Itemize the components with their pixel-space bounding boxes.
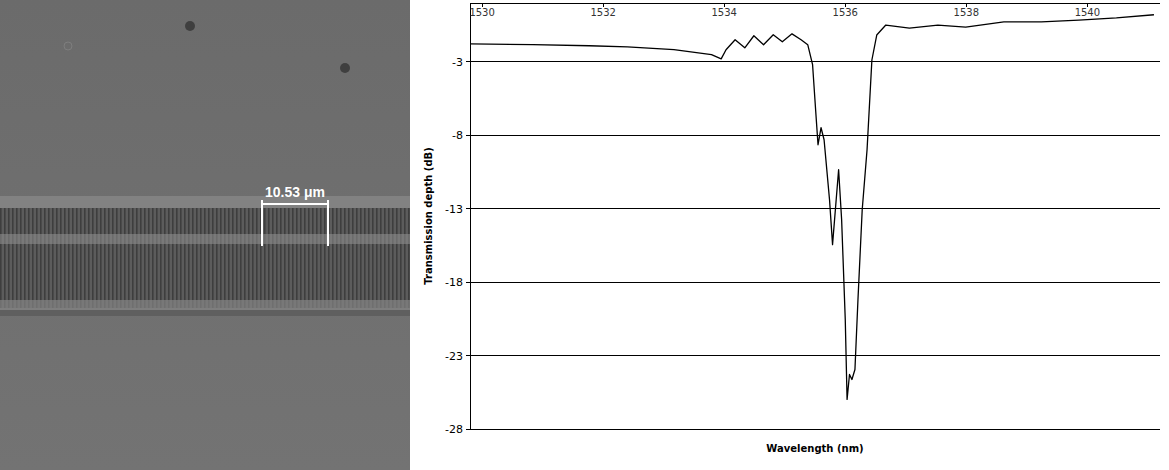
x-tick-label: 1530 [469,7,494,18]
x-axis-title: Wavelength (nm) [766,443,863,454]
fiber-edge [0,196,410,208]
grid-line [470,355,1160,356]
scale-bar [262,203,328,205]
particle [185,21,195,31]
x-tick-label: 1538 [954,7,979,18]
core-band [0,300,410,310]
figure: 10.53 μm -3 -8 -13 -18 -23 -28 1530 1532 1534 1536… [0,0,1169,470]
y-tick-label: -18 [445,276,463,289]
grating-fringes [0,208,410,308]
chart-background [420,0,1169,470]
y-tick [466,429,470,430]
x-tick-label: 1536 [833,7,858,18]
y-tick-label: -28 [445,423,463,436]
y-axis-title: Transmission depth (dB) [423,147,434,285]
y-tick-label: -8 [452,129,463,142]
core-band [0,234,410,244]
micrograph-background [0,0,410,470]
y-tick [466,355,470,356]
y-tick [466,208,470,209]
y-tick-label: -23 [445,350,463,363]
particle [64,42,72,50]
x-tick-label: 1540 [1075,7,1100,18]
x-tick-label: 1532 [590,7,615,18]
scale-bar-end [327,200,329,246]
grid-line [470,282,1160,283]
micrograph: 10.53 μm [0,0,410,470]
x-axis [470,3,1160,4]
y-tick [466,135,470,136]
plot-area [470,15,1154,400]
x-tick-label: 1534 [711,7,736,18]
grid-line [470,208,1160,209]
y-tick [466,61,470,62]
y-tick-label: -13 [445,203,463,216]
spectrum-line [470,15,1154,400]
bottom-frame [470,429,1160,430]
grid-line [470,61,1160,62]
grid-line [470,135,1160,136]
y-tick [466,282,470,283]
y-tick-label: -3 [452,56,463,69]
fiber-edge [0,310,410,316]
particle [340,63,350,73]
y-axis [470,3,471,429]
grid-line [470,429,1160,430]
scale-bar-end [261,200,263,246]
scale-bar-label: 10.53 μm [265,184,325,200]
